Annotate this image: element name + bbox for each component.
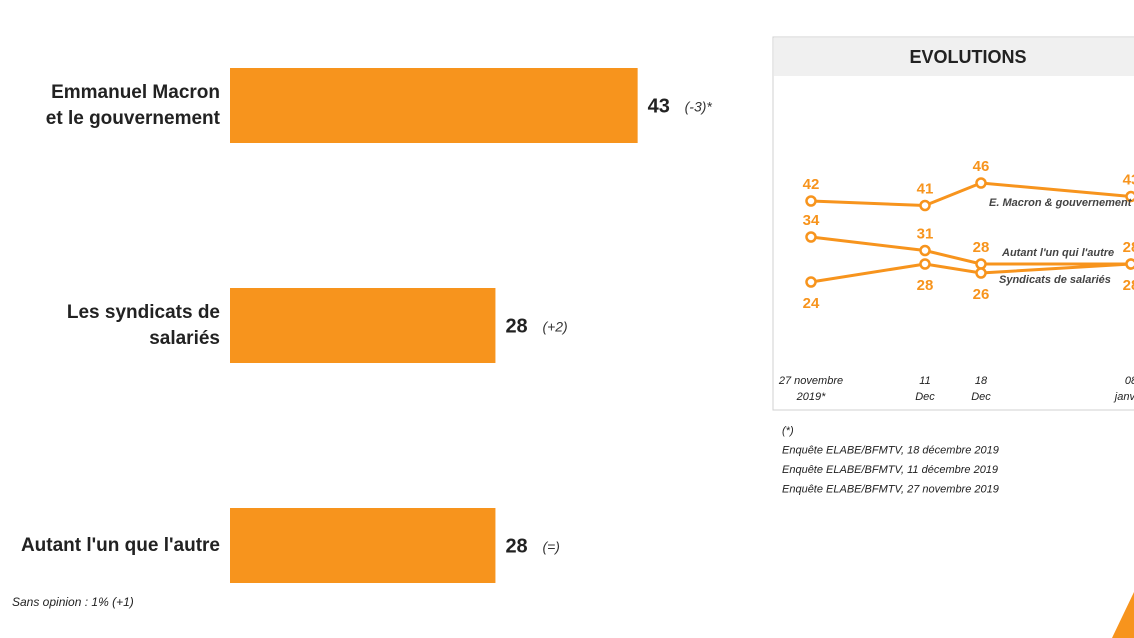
category-label: Autant l'un que l'autre xyxy=(20,534,220,556)
x-tick-label: 27 novembre 2019* xyxy=(778,375,843,403)
data-label: 28 xyxy=(1123,277,1134,294)
bar xyxy=(230,508,496,583)
data-label: 42 xyxy=(803,176,820,193)
panel xyxy=(772,36,1134,411)
panel-header xyxy=(774,38,1134,76)
data-label: 31 xyxy=(917,226,934,243)
point xyxy=(919,258,931,270)
footnote: (*) xyxy=(782,425,794,437)
point xyxy=(1125,258,1134,270)
value-label: 28 xyxy=(505,536,527,558)
decoration xyxy=(1112,592,1134,638)
change-label: (+2) xyxy=(542,319,567,335)
data-label: 41 xyxy=(917,181,934,198)
point xyxy=(975,258,987,270)
data-label: 46 xyxy=(973,158,990,175)
line xyxy=(810,262,1132,284)
footnote: Enquête ELABE/BFMTV, 11 décembre 2019 xyxy=(782,464,998,476)
data-label: 26 xyxy=(973,286,990,303)
footnote: Enquête ELABE/BFMTV, 18 décembre 2019 xyxy=(782,445,999,457)
note: Sans opinion : 1% (+1) xyxy=(12,595,134,609)
line xyxy=(810,235,1131,266)
change-label: (-3)* xyxy=(685,99,713,115)
point xyxy=(805,276,817,288)
data-label: 43 xyxy=(1123,172,1134,189)
bar xyxy=(230,68,638,143)
footnote: Enquête ELABE/BFMTV, 27 novembre 2019 xyxy=(782,484,999,496)
category-label: Emmanuel Macron et le gouvernement xyxy=(45,81,220,129)
point xyxy=(975,177,987,189)
x-tick-label: 18 Dec xyxy=(971,375,991,403)
x-tick-label: 11 Dec xyxy=(915,375,935,403)
value-label: 28 xyxy=(505,316,527,338)
bar xyxy=(230,288,496,363)
point xyxy=(1125,190,1134,203)
x-tick-label: 08janvier xyxy=(1113,375,1134,403)
data-label: 28 xyxy=(1123,239,1134,256)
point xyxy=(975,267,987,279)
change-label: (=) xyxy=(542,539,560,555)
value-label: 43 xyxy=(648,96,670,118)
point xyxy=(805,231,817,243)
point xyxy=(919,199,931,212)
data-label: 24 xyxy=(803,295,820,312)
point xyxy=(805,195,817,207)
panel-title: EVOLUTIONS xyxy=(909,47,1026,67)
series-label: Autant l'un qui l'autre xyxy=(1001,247,1114,259)
point xyxy=(919,244,931,257)
data-label: 34 xyxy=(803,212,820,229)
data-label: 28 xyxy=(973,239,990,256)
series-label: Syndicats de salariés xyxy=(999,274,1111,286)
series-label: E. Macron & gouvernement xyxy=(989,197,1133,209)
line xyxy=(810,181,1132,208)
data-label: 28 xyxy=(917,277,934,294)
category-label: Les syndicats de salariés xyxy=(66,301,220,349)
